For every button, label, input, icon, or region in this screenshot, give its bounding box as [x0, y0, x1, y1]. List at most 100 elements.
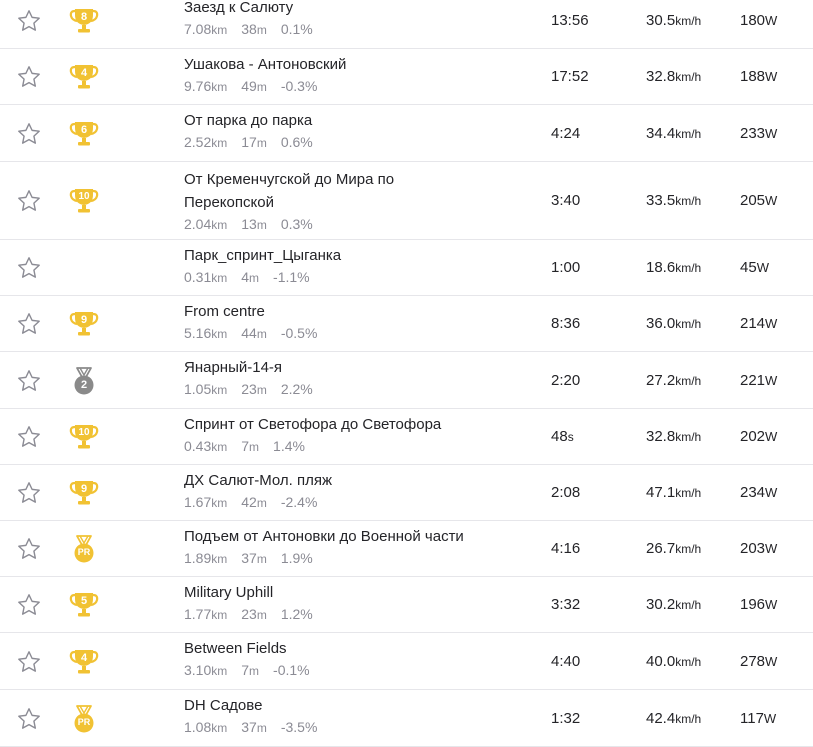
elevation-value: 7	[241, 662, 250, 678]
segment-name[interactable]: Подъем от Антоновки до Военной части	[184, 528, 464, 545]
elevation-value: 4	[241, 269, 250, 285]
segment-name[interactable]: ДХ Салют-Мол. пляж	[184, 472, 333, 489]
segment-time: 13:56	[551, 12, 589, 29]
medal-icon: PR	[68, 533, 100, 565]
segment-name-link[interactable]: DH Садове	[184, 694, 529, 717]
segment-elevation: 38m	[241, 21, 267, 37]
segment-name[interactable]: Янарный-14-я	[184, 359, 283, 376]
segment-time-value: 4:16	[551, 540, 581, 557]
segment-name-link[interactable]: Янарный-14-я	[184, 356, 529, 379]
elevation-unit: m	[256, 552, 267, 566]
segment-name[interactable]: От парка до парка	[184, 112, 313, 129]
segment-distance: 1.77km	[184, 606, 227, 622]
segment-row[interactable]: 6 От парка до парка 2.52km 17m 0.6% 4:24 34.4k…	[0, 105, 813, 162]
segment-row[interactable]: PR Подъем от Антоновки до Военной части 1.…	[0, 521, 813, 577]
segment-name-link[interactable]: От парка до парка	[184, 109, 529, 132]
segment-power: 202W	[740, 428, 777, 445]
segment-row[interactable]: 9 From centre 5.16km 44m -0.5% 8:36 36.0km/h 21…	[0, 296, 813, 352]
favorite-star-icon[interactable]	[16, 649, 42, 675]
segment-speed: 26.7km/h	[646, 540, 701, 557]
segment-time: 8:36	[551, 315, 580, 332]
distance-value: 1.77	[184, 606, 212, 622]
award-rank: PR	[77, 547, 91, 557]
segment-name-link[interactable]: Подъем от Антоновки до Военной части	[184, 525, 529, 548]
favorite-star-icon[interactable]	[16, 706, 42, 732]
segment-row[interactable]: 4 Ушакова - Антоновский 9.76km 49m -0.3% 17:5…	[0, 49, 813, 105]
segment-speed-value: 42.4	[646, 709, 676, 727]
speed-unit: km/h	[675, 317, 702, 331]
trophy-icon: 9	[68, 477, 100, 509]
award-rank: 4	[80, 651, 88, 664]
segment-power-value: 117	[740, 709, 764, 727]
speed-unit: km/h	[675, 373, 702, 388]
segment-name-link[interactable]: Парк_спринт_Цыганка	[184, 244, 529, 267]
segment-row[interactable]: 10 Спринт от Светофора до Светофора 0.43km…	[0, 409, 813, 465]
favorite-star-icon[interactable]	[16, 121, 42, 147]
distance-value: 1.08	[184, 719, 212, 735]
segment-row[interactable]: PR DH Садове 1.08km 37m -3.5% 1:32 42.4km/h 117…	[0, 690, 813, 747]
segment-name-link[interactable]: Between Fields	[184, 637, 529, 660]
award-rank: 8	[80, 10, 88, 23]
segment-row[interactable]: 2 Янарный-14-я 1.05km 23m 2.2% 2:20 27.2km/h 22…	[0, 352, 813, 409]
speed-unit: km/h	[675, 13, 702, 28]
segment-name[interactable]: Between Fields	[184, 640, 287, 657]
segment-name[interactable]: Спринт от Светофора до Светофора	[184, 416, 442, 433]
segment-row[interactable]: 10 От Кременчугской до Мира по Перекопской…	[0, 162, 813, 240]
segment-name[interactable]: From centre	[184, 303, 265, 320]
segment-name-link[interactable]: Ушакова - Антоновский	[184, 53, 529, 76]
segment-time: 4:40	[551, 653, 580, 670]
segment-power: 221W	[740, 372, 777, 389]
segment-name[interactable]: Military Uphill	[184, 584, 274, 601]
elevation-unit: m	[249, 440, 260, 454]
segment-grade: 1.9%	[280, 550, 313, 566]
favorite-star-icon[interactable]	[16, 8, 42, 34]
distance-value: 7.08	[184, 21, 212, 37]
segment-power: 203W	[740, 540, 777, 557]
segment-stats: 1.89km 37m 1.9%	[184, 550, 327, 566]
segment-speed: 32.8km/h	[646, 428, 701, 445]
distance-unit: km	[211, 271, 228, 285]
segment-elevation: 7m	[241, 662, 259, 678]
segment-power: 214W	[740, 315, 777, 332]
award-rank: PR	[77, 716, 91, 727]
segment-row[interactable]: Парк_спринт_Цыганка 0.31km 4m -1.1% 1:00 18.6…	[0, 240, 813, 296]
segment-name[interactable]: Ушакова - Антоновский	[184, 56, 347, 73]
segment-row[interactable]: 4 Between Fields 3.10km 7m -0.1% 4:40 40.0km/h…	[0, 633, 813, 690]
segment-power-value: 233	[740, 124, 766, 142]
segment-name[interactable]: DH Садове	[184, 697, 263, 714]
segment-name-link[interactable]: От Кременчугской до Мира по Перекопской	[184, 168, 529, 214]
segment-name-link[interactable]: ДХ Салют-Мол. пляж	[184, 469, 529, 492]
favorite-star-icon[interactable]	[16, 480, 42, 506]
segment-speed: 33.5km/h	[646, 192, 701, 209]
segment-name[interactable]: Заезд к Салюту	[184, 0, 294, 16]
favorite-star-icon[interactable]	[16, 188, 42, 214]
segment-power: 196W	[740, 596, 777, 613]
segment-distance: 2.52km	[184, 134, 227, 150]
segment-speed-value: 34.4	[646, 124, 676, 142]
elevation-value: 37	[241, 550, 257, 566]
segment-name-link[interactable]: Заезд к Салюту	[184, 0, 529, 19]
segment-row[interactable]: 9 ДХ Салют-Мол. пляж 1.67km 42m -2.4% 2:08 47.…	[0, 465, 813, 521]
segment-row[interactable]: 8 Заезд к Салюту 7.08km 38m 0.1% 13:56 30.5km/…	[0, 0, 813, 49]
distance-value: 2.52	[184, 134, 212, 150]
power-unit: W	[765, 485, 778, 500]
elevation-value: 42	[241, 494, 257, 510]
segment-distance: 2.04km	[184, 216, 227, 232]
segment-name[interactable]: От Кременчугской до Мира по	[184, 171, 395, 188]
segment-name-continued[interactable]: Перекопской	[184, 194, 274, 211]
favorite-star-icon[interactable]	[16, 592, 42, 618]
segment-row[interactable]: 5 Military Uphill 1.77km 23m 1.2% 3:32 30.2km/…	[0, 577, 813, 633]
award-rank: 9	[80, 483, 88, 495]
favorite-star-icon[interactable]	[16, 368, 42, 394]
segment-name-link[interactable]: Спринт от Светофора до Светофора	[184, 413, 529, 436]
segment-time-value: 1:32	[551, 709, 581, 727]
favorite-star-icon[interactable]	[16, 536, 42, 562]
segment-distance: 0.43km	[184, 438, 227, 454]
favorite-star-icon[interactable]	[16, 64, 42, 90]
favorite-star-icon[interactable]	[16, 311, 42, 337]
favorite-star-icon[interactable]	[16, 255, 42, 281]
segment-name-link[interactable]: From centre	[184, 300, 529, 323]
segment-name[interactable]: Парк_спринт_Цыганка	[184, 247, 342, 264]
favorite-star-icon[interactable]	[16, 424, 42, 450]
segment-name-link[interactable]: Military Uphill	[184, 581, 529, 604]
